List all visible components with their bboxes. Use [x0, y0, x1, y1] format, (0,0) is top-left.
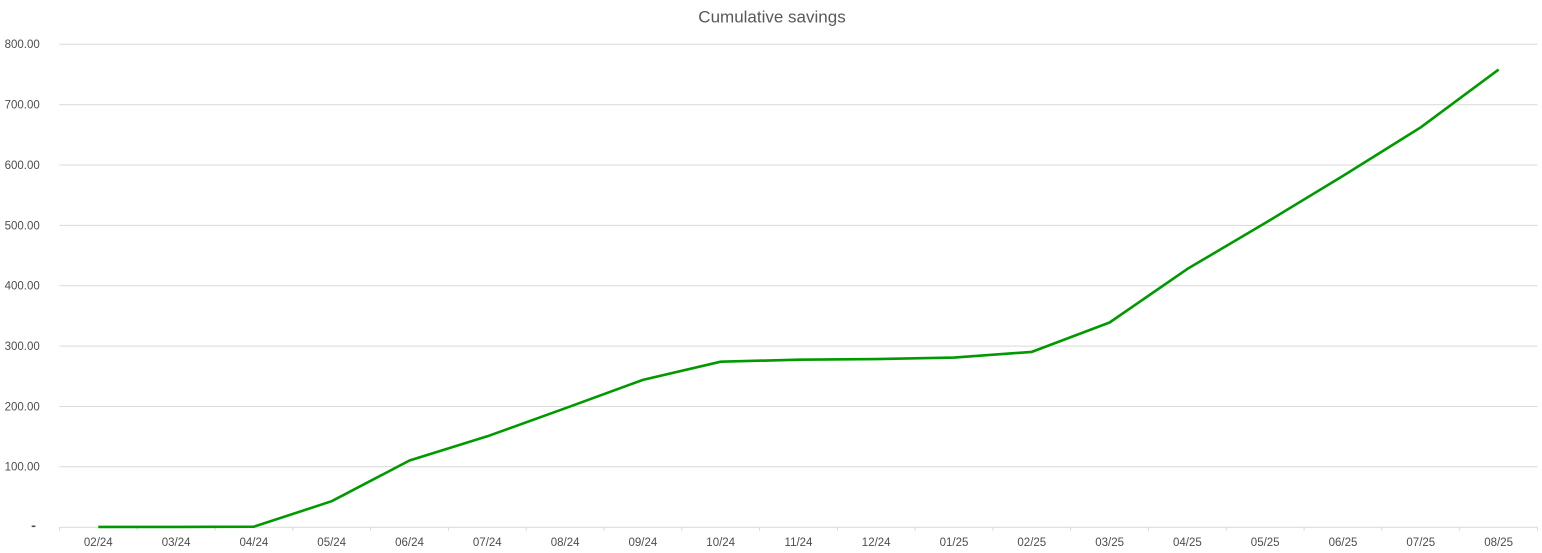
svg-text:03/24: 03/24: [162, 537, 191, 549]
svg-text:10/24: 10/24: [706, 537, 735, 549]
svg-text:11/24: 11/24: [785, 537, 814, 549]
svg-text:05/24: 05/24: [317, 537, 346, 549]
svg-text:07/24: 07/24: [473, 537, 502, 549]
svg-text:06/25: 06/25: [1329, 537, 1358, 549]
svg-text:09/24: 09/24: [629, 537, 658, 549]
svg-text:12/24: 12/24: [862, 537, 891, 549]
svg-text:300.00: 300.00: [5, 341, 40, 353]
svg-text:02/24: 02/24: [84, 537, 113, 549]
svg-text:05/25: 05/25: [1251, 537, 1280, 549]
svg-text:01/25: 01/25: [940, 537, 969, 549]
svg-text:800.00: 800.00: [5, 39, 40, 51]
svg-text:08/25: 08/25: [1484, 537, 1513, 549]
svg-text:600.00: 600.00: [5, 160, 40, 172]
svg-text:02/25: 02/25: [1017, 537, 1046, 549]
svg-text:04/24: 04/24: [240, 537, 269, 549]
svg-text:400.00: 400.00: [5, 281, 40, 293]
svg-text:03/25: 03/25: [1095, 537, 1124, 549]
svg-text:500.00: 500.00: [5, 220, 40, 232]
svg-text:700.00: 700.00: [5, 100, 40, 112]
svg-text:04/25: 04/25: [1173, 537, 1202, 549]
svg-text:08/24: 08/24: [551, 537, 580, 549]
svg-text:07/25: 07/25: [1406, 537, 1435, 549]
svg-text:200.00: 200.00: [5, 401, 40, 413]
svg-text:100.00: 100.00: [5, 462, 40, 474]
svg-text:06/24: 06/24: [395, 537, 424, 549]
svg-text:Cumulative savings: Cumulative savings: [698, 8, 845, 27]
